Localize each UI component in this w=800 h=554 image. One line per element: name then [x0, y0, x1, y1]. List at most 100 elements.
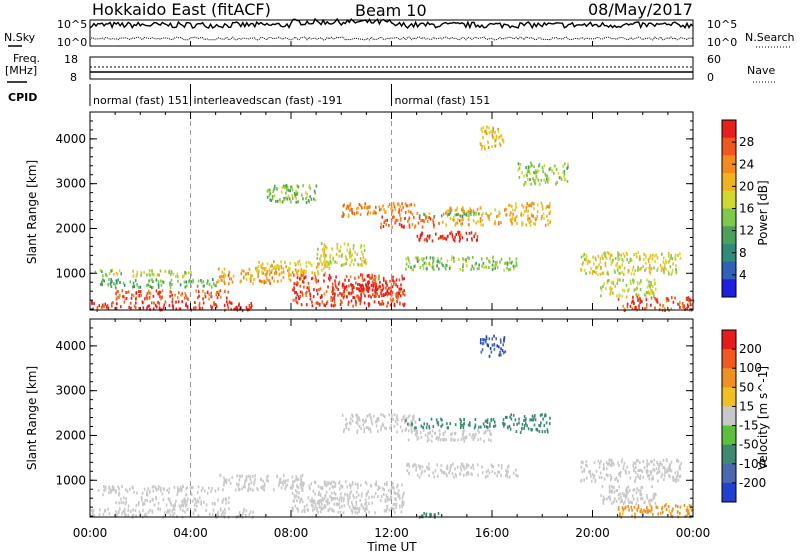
echo-cell [650, 288, 652, 292]
echo-cell [535, 427, 538, 431]
echo-cell [530, 428, 533, 432]
echo-cell [328, 481, 330, 485]
echo-cell [468, 433, 471, 436]
echo-cell [332, 256, 334, 260]
echo-cell [365, 419, 367, 423]
echo-cell [641, 497, 644, 501]
range-tick-label: 4000 [55, 339, 86, 353]
echo-cell [376, 292, 378, 296]
echo-cell [530, 204, 533, 208]
echo-cell [382, 293, 385, 297]
echo-cell [428, 426, 431, 430]
echo-cell [461, 433, 464, 437]
echo-cell [326, 502, 329, 506]
echo-cell [401, 429, 404, 433]
echo-cell [610, 290, 612, 293]
echo-cell [358, 283, 361, 287]
echo-cell [482, 136, 484, 139]
echo-cell [351, 500, 353, 504]
echo-cell [275, 187, 278, 191]
echo-cell [199, 496, 201, 500]
echo-cell [640, 493, 643, 497]
echo-cell [484, 338, 487, 342]
echo-cell [249, 477, 252, 481]
echo-cell [669, 466, 671, 470]
echo-cell [426, 465, 428, 469]
echo-cell [472, 433, 475, 437]
echo-cell [398, 208, 401, 212]
echo-cell [417, 436, 420, 440]
echo-cell [200, 502, 202, 506]
echo-cell [333, 300, 336, 304]
echo-cell [669, 256, 672, 260]
echo-cell [421, 257, 423, 261]
echo-cell [317, 247, 319, 251]
echo-cell [268, 194, 271, 198]
echo-cell [420, 219, 422, 223]
echo-cell [119, 294, 121, 297]
echo-cell [101, 281, 103, 285]
echo-cell [365, 498, 367, 502]
echo-cell [219, 275, 221, 279]
echo-cell [125, 514, 127, 518]
echo-cell [583, 257, 586, 261]
echo-cell [442, 432, 445, 436]
echo-cell [498, 210, 501, 214]
echo-cell [620, 253, 622, 257]
echo-cell [348, 251, 351, 255]
colorbar-swatch [722, 387, 736, 407]
echo-cell [667, 260, 670, 264]
echo-cell [470, 213, 472, 216]
echo-cell [132, 285, 134, 289]
echo-cell [506, 415, 508, 419]
echo-cell [295, 494, 298, 498]
echo-cell [615, 264, 617, 268]
echo-cell [461, 206, 464, 210]
echo-cell [657, 479, 659, 483]
time-tick-label: 04:00 [173, 526, 208, 540]
echo-cell [391, 299, 394, 303]
echo-cell [327, 481, 329, 485]
echo-cell [234, 307, 237, 311]
echo-cell [410, 428, 413, 432]
echo-cell [321, 507, 324, 511]
echo-cell [617, 297, 620, 301]
echo-cell [661, 505, 664, 509]
echo-cell [228, 478, 231, 482]
echo-cell [325, 490, 328, 494]
echo-cell [222, 497, 225, 501]
echo-cell [345, 258, 347, 262]
echo-cell [345, 207, 348, 211]
echo-cell [316, 269, 319, 273]
echo-cell [646, 510, 648, 514]
echo-cell [393, 424, 396, 428]
echo-cell [433, 225, 435, 229]
echo-cell [361, 206, 363, 210]
echo-cell [434, 469, 437, 473]
echo-cell [369, 205, 371, 209]
echo-cell [517, 168, 519, 172]
echo-cell [292, 298, 294, 302]
echo-cell [382, 302, 385, 306]
echo-cell [336, 246, 339, 250]
echo-cell [271, 264, 273, 268]
echo-cell [538, 430, 541, 434]
echo-cell [356, 211, 358, 215]
echo-cell [659, 461, 662, 465]
echo-cell [404, 211, 407, 214]
echo-cell [399, 294, 402, 298]
echo-cell [169, 294, 171, 298]
echo-cell [500, 464, 503, 468]
echo-cell [245, 277, 248, 281]
echo-cell [642, 258, 645, 261]
echo-cell [411, 223, 414, 227]
echo-cell [309, 292, 311, 296]
echo-cell [182, 509, 184, 513]
echo-cell [445, 237, 448, 241]
echo-cell [266, 262, 269, 266]
echo-cell [628, 261, 630, 265]
echo-cell [645, 267, 648, 271]
echo-cell [610, 484, 613, 488]
echo-cell [412, 268, 414, 272]
echo-cell [366, 212, 369, 216]
